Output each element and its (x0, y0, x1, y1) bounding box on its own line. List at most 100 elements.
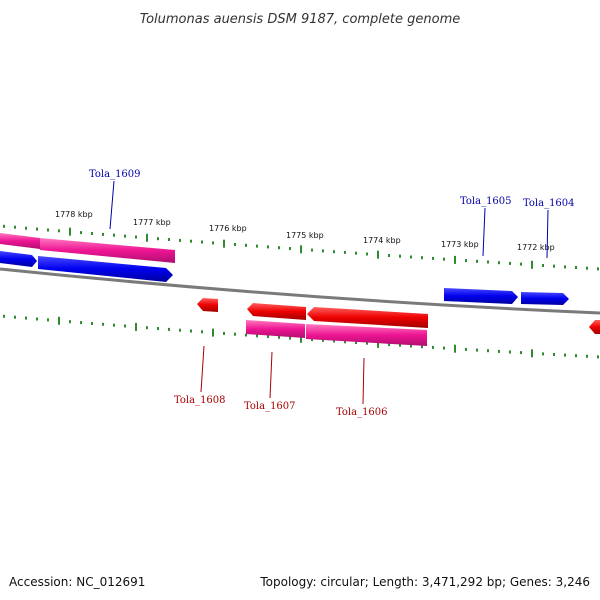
inner-minor-tick (421, 345, 423, 349)
inner-minor-tick (3, 314, 5, 318)
inner-minor-tick (80, 321, 82, 325)
outer-minor-tick (168, 238, 170, 241)
gene-feature-1610[interactable] (0, 251, 37, 267)
outer-minor-tick (553, 264, 555, 268)
outer-minor-tick (113, 233, 115, 237)
outer-minor-tick (542, 264, 544, 267)
gene-feature-1609[interactable] (38, 256, 173, 282)
outer-major-tick (531, 260, 533, 269)
inner-minor-tick (410, 344, 412, 348)
inner-minor-tick (14, 315, 16, 319)
cds-feature-1606[interactable] (306, 324, 427, 346)
outer-major-tick (454, 255, 456, 264)
gene-feature-1607[interactable] (247, 303, 306, 320)
gene-feature-edge[interactable] (589, 320, 600, 334)
outer-minor-tick (410, 255, 412, 259)
inner-minor-tick (278, 335, 280, 339)
outer-minor-tick (47, 228, 49, 232)
kbp-label-1776: 1776 kbp (209, 224, 247, 233)
kbp-label-1772: 1772 kbp (517, 243, 555, 252)
gene-label-1608[interactable]: Tola_1608 (174, 395, 226, 406)
outer-minor-tick (476, 259, 478, 263)
leader-line-1606 (362, 357, 365, 405)
inner-minor-tick (542, 352, 544, 356)
inner-tick-track (3, 314, 599, 359)
inner-minor-tick (509, 350, 511, 354)
inner-minor-tick (355, 341, 357, 344)
outer-major-tick (223, 239, 225, 248)
outer-minor-tick (399, 254, 401, 258)
inner-major-tick (300, 334, 302, 343)
outer-minor-tick (432, 256, 434, 260)
outer-tick-track (3, 224, 599, 271)
outer-minor-tick (355, 251, 357, 255)
gene-label-1609[interactable]: Tola_1609 (89, 169, 141, 180)
inner-minor-tick (234, 332, 236, 336)
inner-major-tick (377, 339, 379, 348)
outer-minor-tick (421, 256, 423, 260)
inner-minor-tick (168, 327, 170, 331)
outer-minor-tick (311, 248, 313, 252)
cds-feature-1607[interactable] (246, 320, 305, 338)
inner-minor-tick (47, 318, 49, 322)
outer-minor-tick (14, 225, 16, 229)
inner-minor-tick (146, 326, 148, 330)
inner-minor-tick (201, 330, 203, 334)
outer-major-tick (69, 227, 71, 236)
gene-label-1607[interactable]: Tola_1607 (244, 401, 296, 412)
forward-gene-track (0, 251, 569, 305)
outer-minor-tick (344, 250, 346, 254)
inner-major-tick (58, 316, 60, 325)
outer-minor-tick (575, 266, 577, 269)
gene-label-1606[interactable]: Tola_1606 (336, 407, 388, 418)
genome-summary-text: Topology: circular; Length: 3,471,292 bp… (259, 575, 590, 589)
gene-label-1605[interactable]: Tola_1605 (460, 196, 512, 207)
cds-feature-1610[interactable] (0, 233, 40, 249)
outer-minor-tick (267, 245, 269, 249)
outer-minor-tick (157, 237, 159, 241)
kbp-label-1773: 1773 kbp (441, 240, 479, 249)
inner-minor-tick (432, 345, 434, 349)
outer-minor-tick (366, 252, 368, 256)
outer-minor-tick (102, 232, 104, 236)
outer-minor-tick (509, 261, 511, 265)
reverse-cds-track (246, 320, 427, 346)
outer-minor-tick (322, 249, 324, 253)
gene-feature-1606[interactable] (307, 307, 428, 328)
inner-minor-tick (597, 355, 599, 359)
inner-minor-tick (586, 354, 588, 358)
inner-minor-tick (25, 316, 27, 320)
inner-major-tick (454, 344, 456, 353)
outer-minor-tick (388, 254, 390, 257)
inner-minor-tick (36, 317, 38, 321)
inner-minor-tick (553, 353, 555, 356)
gene-feature-1608[interactable] (197, 298, 218, 312)
outer-minor-tick (124, 234, 126, 238)
inner-minor-tick (333, 339, 335, 343)
leader-line-1608 (200, 345, 205, 393)
accession-text: Accession: NC_012691 (9, 575, 145, 589)
outer-minor-tick (520, 262, 522, 266)
gene-feature-1604[interactable] (521, 292, 569, 305)
outer-minor-tick (190, 239, 192, 243)
inner-major-tick (531, 349, 533, 358)
cds-feature-1609[interactable] (40, 238, 175, 263)
outer-minor-tick (58, 229, 60, 233)
inner-minor-tick (124, 324, 126, 328)
outer-minor-tick (289, 247, 291, 250)
reverse-gene-track (197, 298, 600, 334)
outer-major-tick (377, 250, 379, 259)
gene-label-1604[interactable]: Tola_1604 (523, 198, 575, 209)
outer-minor-tick (333, 250, 335, 254)
outer-minor-tick (36, 227, 38, 231)
outer-minor-tick (80, 231, 82, 235)
gene-feature-1605[interactable] (444, 288, 518, 304)
outer-minor-tick (212, 241, 214, 245)
outer-minor-tick (465, 259, 467, 263)
outer-minor-tick (564, 265, 566, 269)
inner-minor-tick (102, 322, 104, 326)
inner-minor-tick (564, 353, 566, 357)
outer-minor-tick (245, 243, 247, 247)
outer-minor-tick (487, 260, 489, 264)
